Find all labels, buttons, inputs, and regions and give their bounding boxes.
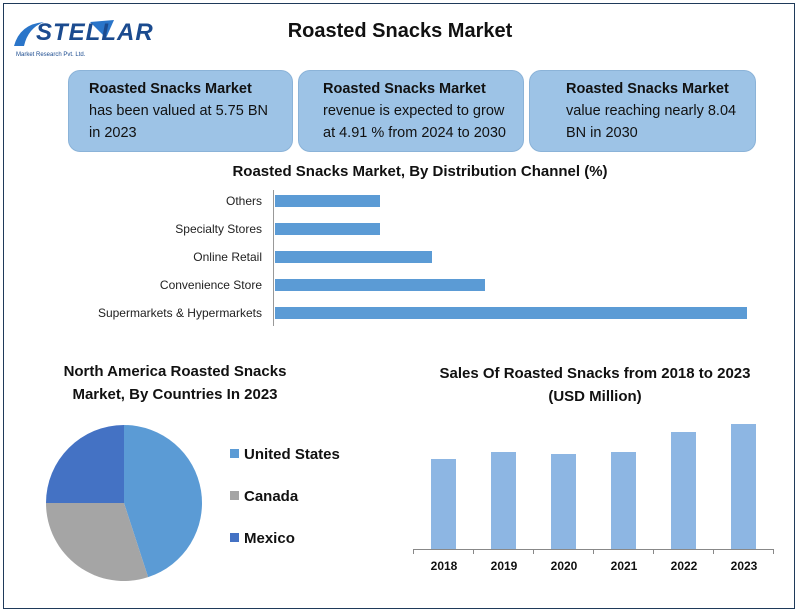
sales-x-tick [773,549,774,554]
stat-card-line: value reaching nearly 8.04 [566,103,737,119]
distribution-chart-title: Roasted Snacks Market, By Distribution C… [232,163,608,180]
sales-bar [491,452,516,549]
distribution-bar-label: Supermarkets & Hypermarkets [97,306,262,320]
sales-chart-x-axis [413,549,773,550]
sales-x-tick-label: 2021 [610,559,638,573]
sales-bar [551,453,576,549]
pie-slice [46,503,149,582]
legend-label: Mexico [244,530,295,547]
sales-x-tick-label: 2023 [730,559,758,573]
pie-slice [46,425,124,503]
stat-card-line: in 2023 [89,125,137,141]
legend-swatch [230,491,239,500]
stat-card-heading: Roasted Snacks Market [566,81,729,97]
sales-x-tick [473,549,474,554]
distribution-bar-label: Convenience Store [159,278,262,292]
sales-chart-title: Sales Of Roasted Snacks from 2018 to 202… [439,365,751,405]
stat-card-heading: Roasted Snacks Market [323,81,486,97]
sales-x-tick [653,549,654,554]
page-title: Roasted Snacks Market [287,20,513,42]
stat-card-line: revenue is expected to grow [323,103,505,119]
sales-bar [611,452,636,549]
distribution-bar [275,195,380,207]
pie-chart-title: North America Roasted Snacks Market, By … [63,363,287,403]
sales-x-tick-label: 2019 [490,559,518,573]
sales-x-tick-label: 2020 [550,559,578,573]
infographic-frame [3,3,795,609]
logo-subtext: Market Research Pvt. Ltd. [16,52,86,58]
distribution-chart-axis [273,190,274,326]
stat-card-growth: Roasted Snacks Market revenue is expecte… [298,70,524,152]
distribution-bar [275,223,380,235]
sales-x-tick [533,549,534,554]
sales-x-tick [593,549,594,554]
legend-swatch [230,449,239,458]
legend-item-mexico: Mexico [230,530,295,547]
stat-card-valuation: Roasted Snacks Market has been valued at… [68,70,293,152]
distribution-bar-label: Online Retail [193,250,262,264]
stellar-logo: STELLAR Market Research Pvt. Ltd. [10,16,153,64]
logo-swoosh-icon [14,20,114,46]
pie-slice [124,425,203,578]
stat-card-line: has been valued at 5.75 BN [89,103,268,119]
legend-item-canada: Canada [230,488,298,505]
sales-bar [431,458,456,549]
distribution-bar-label: Others [225,194,262,208]
legend-label: United States [244,446,340,463]
sales-x-tick-label: 2018 [430,559,458,573]
sales-bar [731,424,756,549]
sales-x-tick [413,549,414,554]
stat-card-heading: Roasted Snacks Market [89,81,252,97]
sales-x-tick-label: 2022 [670,559,698,573]
logo-text: STELLAR [36,19,154,46]
stat-card-line: BN in 2030 [566,125,638,141]
distribution-bar [275,307,747,319]
legend-item-united-states: United States [230,446,340,463]
distribution-bar [275,279,485,291]
stat-card-line: at 4.91 % from 2024 to 2030 [323,125,506,141]
sales-bar [671,431,696,549]
stat-card-forecast: Roasted Snacks Market value reaching nea… [529,70,756,152]
distribution-bar [275,251,433,263]
distribution-bar-label: Specialty Stores [175,222,262,236]
legend-label: Canada [244,488,299,505]
legend-swatch [230,533,239,542]
sales-x-tick [713,549,714,554]
